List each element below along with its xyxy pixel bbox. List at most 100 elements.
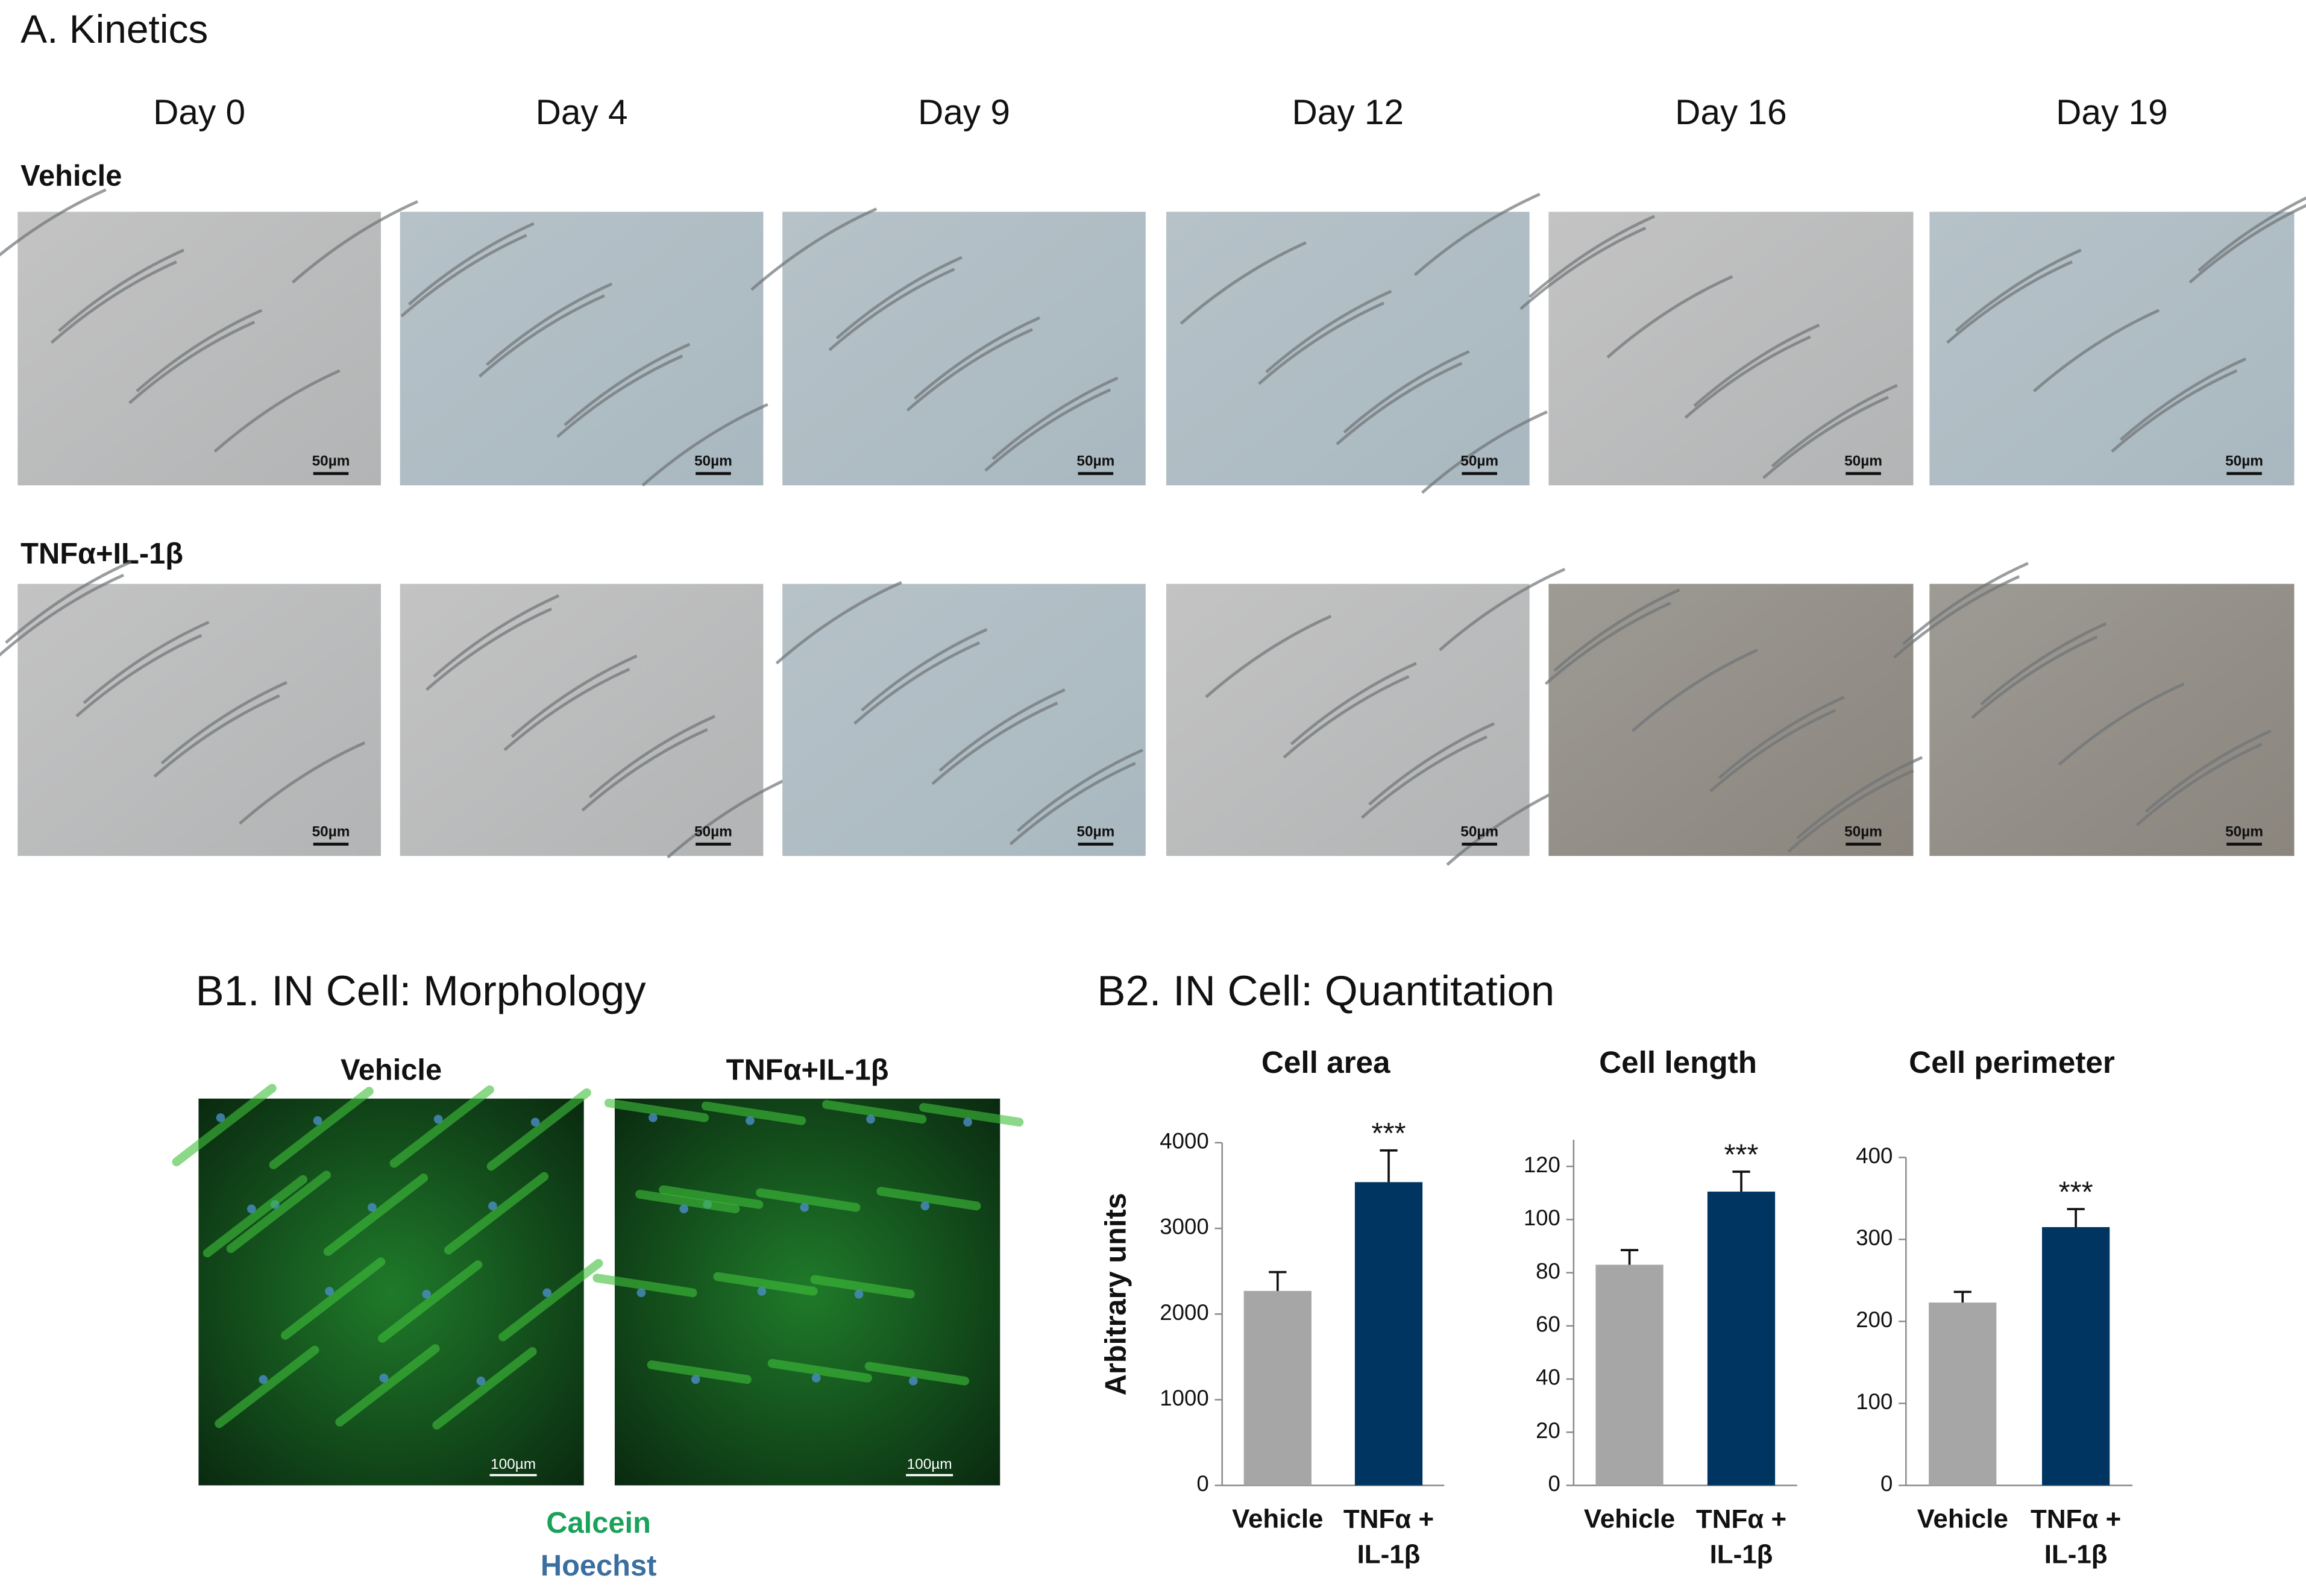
cell-shape [1016, 749, 1143, 832]
chart-title: Cell area [1261, 1045, 1390, 1079]
cell-shape [1413, 192, 1541, 277]
cell-shape [1265, 289, 1392, 374]
cell-shape [2144, 729, 2272, 813]
cell-shape [1980, 622, 2107, 706]
error-bar [2067, 1208, 2085, 1227]
cell-shape [1336, 362, 1463, 445]
scale-bar-label: 100µm [907, 1456, 952, 1472]
nucleus [313, 1116, 322, 1125]
cell-shape [128, 321, 256, 404]
nucleus [422, 1289, 431, 1299]
nucleus [259, 1375, 268, 1384]
cell-shape [486, 1088, 591, 1171]
cell-shape [1519, 227, 1647, 310]
cell-shape [810, 1275, 915, 1299]
cell-shape [756, 1188, 861, 1212]
cell-shape [50, 260, 177, 344]
cell-shape [400, 234, 527, 318]
cell-shape [1368, 722, 1495, 806]
y-tick-label: 0 [1196, 1471, 1208, 1496]
panel-a-title: A. Kinetics [20, 7, 208, 51]
chart-title: Cell perimeter [1909, 1045, 2115, 1079]
cell-shape [335, 1344, 440, 1427]
nucleus [247, 1204, 256, 1214]
cell-shape [215, 1345, 319, 1428]
cell-shape [641, 403, 768, 487]
cell-shape [876, 1187, 981, 1211]
cell-shape [503, 668, 630, 752]
cell-shape [160, 680, 287, 765]
y-tick-label: 400 [1856, 1143, 1893, 1168]
error-bar [1732, 1170, 1750, 1192]
cell-shape [931, 702, 1058, 785]
nucleus [963, 1117, 972, 1127]
cell-shape [1343, 350, 1470, 434]
cell-shape [83, 620, 210, 705]
y-tick-label: 4000 [1160, 1129, 1208, 1154]
error-bar [1953, 1290, 1971, 1303]
nucleus [368, 1202, 377, 1212]
cell-shape [991, 376, 1119, 460]
cell-shape [57, 248, 184, 332]
cell-shape [1893, 575, 2020, 659]
scale-bar-label: 50µm [312, 453, 350, 470]
scale-bar-label: 100µm [491, 1456, 536, 1472]
y-tick-label: 60 [1536, 1312, 1560, 1337]
cell-shape [378, 1260, 483, 1343]
micrograph [1548, 212, 1914, 486]
cell-shape [938, 688, 1066, 772]
nucleus [854, 1289, 864, 1299]
nucleus [920, 1201, 930, 1211]
cell-shape [432, 1347, 537, 1430]
cell-shape [588, 715, 715, 799]
cell-shape [1902, 562, 2029, 646]
cell-shape [1606, 275, 1733, 359]
cell-shape [1971, 635, 2098, 719]
cell-shape [5, 560, 132, 644]
cell-shape [1290, 662, 1417, 746]
panel-b2-title: B2. IN Cell: Quantitation [1097, 967, 1554, 1014]
nucleus [746, 1116, 755, 1125]
error-bar [1380, 1149, 1398, 1183]
cell-shape [486, 282, 613, 366]
cell-shape [153, 694, 280, 778]
cell-shape [75, 633, 203, 718]
cell-shape [1258, 301, 1385, 385]
day-label: Day 19 [2056, 93, 2168, 132]
day-label: Day 0 [153, 93, 245, 132]
y-tick-label: 2000 [1160, 1300, 1208, 1325]
cell-shape [136, 309, 263, 392]
cell-shape [906, 328, 1033, 412]
cell-shape [1684, 335, 1811, 419]
bar [1243, 1290, 1312, 1486]
scale-bar-label: 50µm [1076, 824, 1114, 840]
y-tick-label: 20 [1536, 1418, 1560, 1443]
nucleus [811, 1374, 821, 1383]
cell-shape [0, 188, 107, 257]
cell-shape [1955, 248, 2082, 332]
chart-title: Cell length [1599, 1045, 1757, 1079]
cell-shape [914, 316, 1041, 400]
y-axis-label: Arbitrary units [1099, 1193, 1132, 1395]
cell-shape [1771, 384, 1898, 468]
nucleus [216, 1113, 225, 1122]
cell-shape [835, 256, 963, 340]
cell-shape [775, 581, 902, 665]
cell-shape [564, 342, 691, 427]
scale-bar-label: 50µm [312, 824, 350, 840]
bar [1929, 1302, 1997, 1486]
cell-shape [701, 1101, 806, 1125]
cell-shape [2198, 196, 2306, 272]
cell-shape [647, 1360, 752, 1384]
cell-shape [213, 369, 341, 453]
error-bar [1620, 1249, 1639, 1265]
cell-shape [2032, 309, 2160, 392]
cell-shape [1360, 735, 1488, 819]
cell-shape [389, 1085, 494, 1168]
cell-shape [1796, 756, 1923, 840]
cell-shape [659, 1185, 764, 1209]
cell-shape [444, 1172, 549, 1255]
bar [1354, 1182, 1423, 1486]
column-label: Vehicle [341, 1054, 442, 1087]
